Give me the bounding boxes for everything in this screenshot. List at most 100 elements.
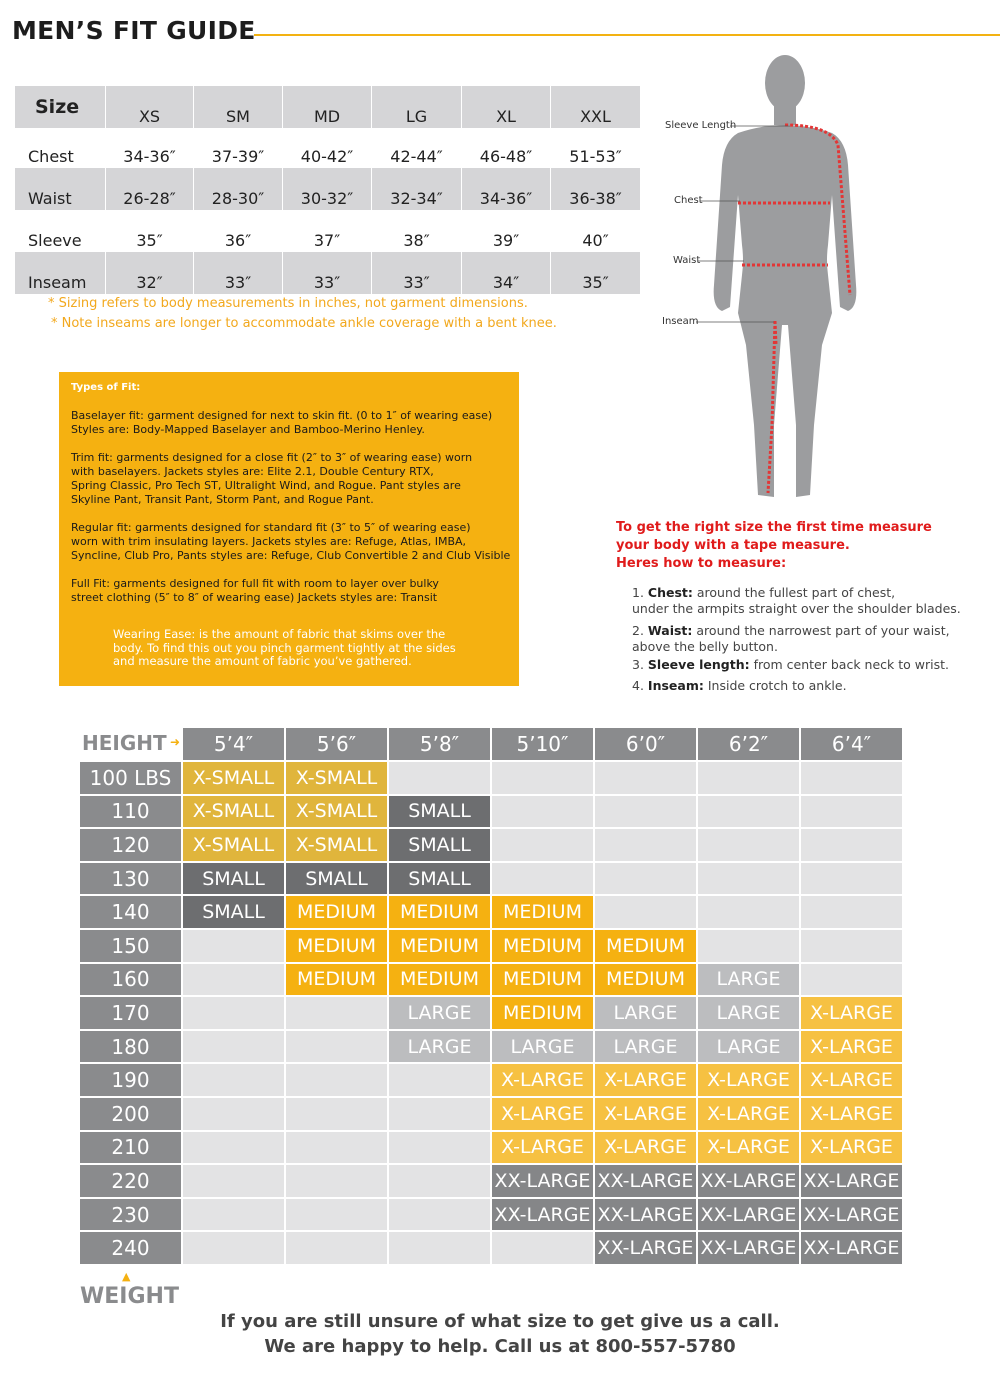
size-cell [389,762,490,794]
size-cell [595,762,696,794]
size-cell: MEDIUM [389,896,490,928]
size-cell: XX-LARGE [492,1165,593,1197]
size-cell: X-LARGE [595,1131,696,1164]
size-cell [389,1131,490,1164]
size-cell [801,930,902,962]
size-cell: X-LARGE [801,1064,902,1096]
size-cell [183,997,284,1029]
size-cell [698,930,799,962]
size-cell: 33″ [371,252,461,294]
size-cell: XX-LARGE [698,1232,799,1264]
fit-text: worn with trim insulating layers. Jacket… [71,535,467,548]
weight-label-title: WEIGHT [80,1284,179,1309]
size-cell [492,1232,593,1264]
size-cell: LARGE [389,1030,490,1063]
fit-text: street clothing (5″ to 8″ of wearing eas… [71,591,438,604]
wearing-ease-text: and measure the amount of fabric you’ve … [113,654,412,668]
size-cell [801,862,902,895]
size-cell: XX-LARGE [698,1165,799,1197]
size-cell: LARGE [595,1030,696,1063]
size-cell [286,1165,387,1197]
weight-label: 180 [80,1030,181,1063]
size-cell: MEDIUM [389,963,490,996]
fit-text: Syncline, Club Pro, Pants styles are: Re… [71,549,511,562]
size-cell: X-LARGE [801,1131,902,1164]
size-cell [595,795,696,828]
size-cell: SMALL [389,829,490,861]
size-cell [183,1064,284,1096]
size-cell: X-LARGE [595,1064,696,1096]
size-cell: MEDIUM [492,997,593,1029]
figure-label: Inseam [662,316,699,327]
size-table: Size XS SM MD LG XL XXL Chest 34-36″ 37-39″ 40-42″… [15,86,640,294]
size-cell: MEDIUM [286,930,387,962]
size-cell: 33″ [193,252,282,294]
size-cell [492,829,593,861]
weight-label: 170 [80,997,181,1029]
size-cell [183,963,284,996]
size-cell [595,896,696,928]
size-cell: MEDIUM [286,963,387,996]
height-arrow: ➜ [170,735,181,749]
size-cell: Waist [28,189,72,208]
size-cell [183,1165,284,1197]
size-table-row-bg [15,86,640,128]
size-cell: X-SMALL [286,762,387,794]
size-cell [286,1198,387,1231]
size-header-cell: XL [461,86,550,128]
size-cell: X-LARGE [492,1131,593,1164]
weight-label: 100 LBS [80,762,181,794]
item-number: 1. [632,585,644,600]
measure-heading: your body with a tape measure. [616,538,850,553]
item-text: Inside crotch to ankle. [707,678,847,693]
size-header-cell: Size [35,96,80,118]
footer-line: If you are still unsure of what size to … [220,1311,780,1332]
wearing-ease-text: body. To find this out you pinch garment… [113,640,456,655]
size-header-cell: LG [371,86,461,128]
fit-text: Trim fit: garments designed for a close … [71,451,473,464]
size-cell [595,862,696,895]
size-cell: X-LARGE [698,1098,799,1130]
weight-label: 130 [80,862,181,895]
size-cell: SMALL [389,795,490,828]
size-cell [286,1232,387,1264]
size-cell [286,1064,387,1096]
height-header: 5’10″ [492,728,593,760]
size-cell: 28-30″ [193,168,282,210]
size-cell: X-LARGE [698,1131,799,1164]
size-cell: 32-34″ [371,168,461,210]
size-header-cell: MD [282,86,371,128]
size-cell [389,1064,490,1096]
size-cell: 37″ [282,210,371,252]
size-cell: 35″ [550,252,640,294]
size-cell: XX-LARGE [492,1198,593,1231]
size-cell: 39″ [461,210,550,252]
size-cell [183,930,284,962]
size-cell: XX-LARGE [595,1165,696,1197]
item-text: under the armpits straight over the shou… [632,601,961,616]
size-cell: X-LARGE [492,1064,593,1096]
size-table-row-bg [15,168,640,210]
size-cell [183,1030,284,1063]
item-text: above the belly button. [632,639,778,654]
size-cell: Chest [28,147,74,166]
size-cell [286,1098,387,1130]
size-cell: X-SMALL [183,829,284,861]
measure-heading: Heres how to measure: [616,556,787,571]
size-cell: XX-LARGE [801,1232,902,1264]
item-term: Sleeve length: [647,657,750,672]
weight-arrow: ▲ [122,1270,131,1283]
size-cell: X-SMALL [286,795,387,828]
size-note: * Sizing refers to body measurements in … [48,296,528,311]
height-header: 5’8″ [389,728,490,760]
size-cell: Inseam [28,273,87,292]
size-cell [595,829,696,861]
size-header-cell: XXL [550,86,640,128]
measure-item: 2. Waist: around the narrowest part of y… [632,623,950,638]
size-cell [801,795,902,828]
size-cell: 40-42″ [282,128,371,168]
size-cell [389,1198,490,1231]
size-cell: LARGE [698,997,799,1029]
size-cell: LARGE [389,997,490,1029]
size-cell [492,795,593,828]
